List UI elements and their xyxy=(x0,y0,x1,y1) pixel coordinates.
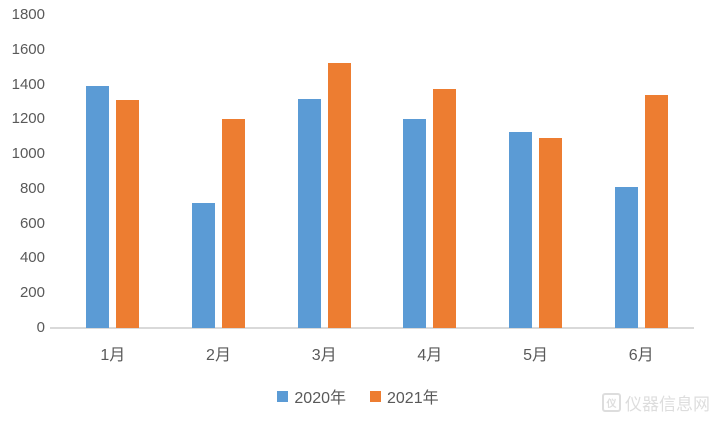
bar-2020年-3月 xyxy=(297,98,321,328)
plot-area xyxy=(60,15,694,328)
watermark-text: 仪器信息网 xyxy=(625,395,710,414)
y-axis-tick-label-400: 400 xyxy=(19,249,45,267)
legend-item-2020: 2020年 xyxy=(277,384,346,408)
bar-2021年-5月 xyxy=(539,137,563,328)
legend-label-2020: 2020年 xyxy=(294,390,346,407)
bar-group-2月 xyxy=(166,15,272,328)
bar-2021年-2月 xyxy=(222,118,245,328)
bar-group-3月 xyxy=(271,15,377,328)
legend-swatch-2021-icon xyxy=(370,390,381,402)
bar-2021年-1月 xyxy=(116,100,140,328)
bar-2020年-1月 xyxy=(86,86,110,328)
x-axis: 1月 2月 3月 4月 5月 6月 xyxy=(60,341,694,365)
bar-2021年-3月 xyxy=(327,62,351,328)
x-axis-label-5月: 5月 xyxy=(523,347,548,364)
x-axis-label-3月: 3月 xyxy=(311,347,337,364)
bar-group-1月 xyxy=(60,15,166,328)
x-axis-label-6月: 6月 xyxy=(628,347,654,364)
y-axis-tick-label-1600: 1600 xyxy=(11,40,45,58)
x-axis-label-1月: 1月 xyxy=(100,347,126,364)
bar-2021年-4月 xyxy=(433,88,457,328)
bar-2020年-4月 xyxy=(403,119,427,328)
bar-2020年-6月 xyxy=(614,187,638,328)
bar-group-5月 xyxy=(483,15,589,328)
y-axis-tick-label-1000: 1000 xyxy=(11,145,45,163)
y-axis-tick-label-800: 800 xyxy=(19,179,45,197)
y-axis-tick-label-200: 200 xyxy=(19,284,45,302)
x-axis-label-4月: 4月 xyxy=(417,347,443,364)
bar-group-4月 xyxy=(377,15,483,328)
legend-label-2021: 2021年 xyxy=(387,390,439,407)
bar-group-6月 xyxy=(588,15,694,328)
watermark: 仪 仪器信息网 xyxy=(602,390,710,415)
bar-2021年-6月 xyxy=(644,95,668,328)
y-axis-tick-label-1800: 1800 xyxy=(11,6,45,23)
watermark-logo-icon: 仪 xyxy=(602,393,621,412)
legend: 2020年 2021年 xyxy=(0,384,716,408)
x-axis-line xyxy=(50,327,694,329)
y-axis-tick-label-0: 0 xyxy=(36,319,45,336)
legend-swatch-2020-icon xyxy=(277,390,289,402)
legend-item-2021: 2021年 xyxy=(370,384,439,408)
bar-2020年-5月 xyxy=(509,131,533,328)
y-axis-tick-label-1400: 1400 xyxy=(11,75,45,93)
bar-2020年-2月 xyxy=(192,202,215,328)
x-axis-label-2月: 2月 xyxy=(206,347,231,364)
y-axis-tick-label-1200: 1200 xyxy=(11,110,45,128)
y-axis-tick-label-600: 600 xyxy=(19,214,45,232)
